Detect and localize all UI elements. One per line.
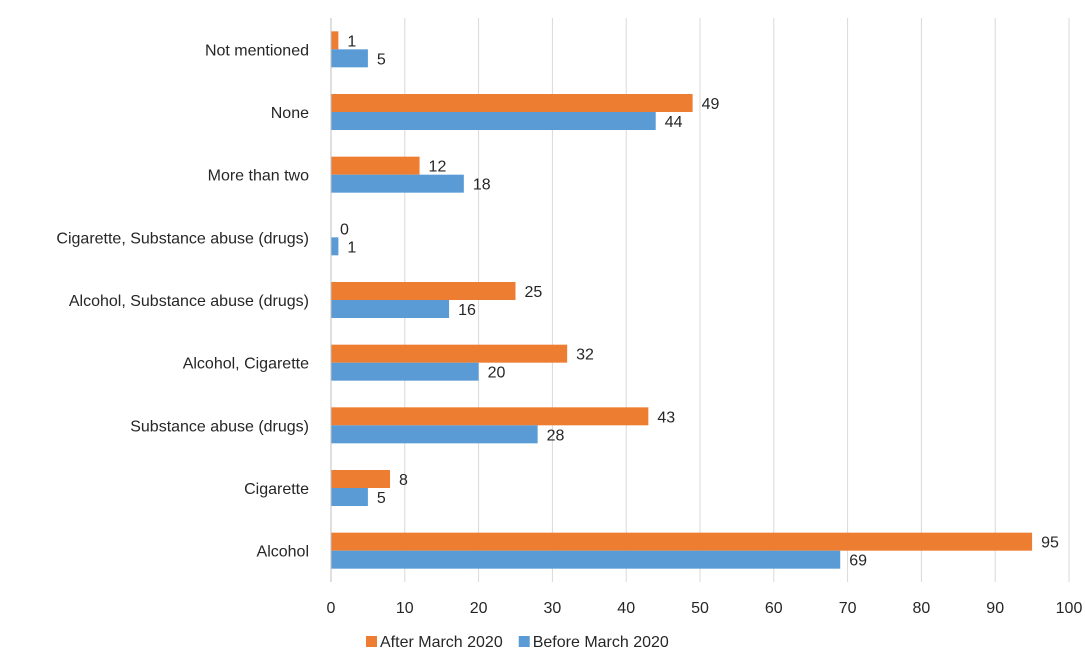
data-label-before: 5 (377, 51, 386, 68)
bar-before (331, 237, 339, 256)
data-label-before: 5 (377, 490, 386, 507)
bar-before (331, 112, 656, 130)
data-label-after: 43 (657, 409, 675, 426)
category-label: Not mentioned (205, 42, 309, 59)
bar-before (331, 362, 479, 381)
category-label: Cigarette (244, 481, 309, 498)
x-tick-label: 70 (839, 600, 857, 617)
data-label-before: 44 (665, 114, 683, 131)
bar-after (331, 156, 420, 175)
category-label: More than two (208, 168, 309, 185)
bar-before (331, 174, 464, 193)
data-label-after: 12 (429, 159, 447, 176)
bar-after (331, 94, 693, 112)
category-label: Alcohol, Substance abuse (drugs) (69, 293, 309, 310)
data-label-before: 69 (849, 553, 867, 570)
bar-after (331, 31, 339, 50)
bar-before (331, 300, 450, 318)
legend-label: Before March 2020 (533, 634, 669, 651)
x-tick-label: 30 (544, 600, 562, 617)
category-labels: Not mentioned None More than two Cigarette,… (56, 42, 309, 560)
x-tick-label: 80 (913, 600, 931, 617)
legend: After March 2020 Before March 2020 (366, 634, 669, 651)
legend-swatch (366, 636, 377, 647)
bar-after (331, 470, 391, 488)
category-label: None (271, 105, 309, 122)
category-label: Substance abuse (drugs) (130, 418, 309, 435)
bar-after (331, 532, 1033, 551)
legend-item-after: After March 2020 (366, 634, 503, 651)
data-label-after: 1 (347, 33, 356, 50)
data-label-after: 8 (399, 472, 408, 489)
data-label-after: 95 (1041, 535, 1059, 552)
bar-before (331, 49, 368, 68)
bar-before (331, 488, 368, 506)
legend-item-before: Before March 2020 (518, 634, 669, 651)
bar-before (331, 425, 538, 444)
data-label-after: 0 (340, 221, 349, 238)
x-tick-label: 20 (470, 600, 488, 617)
data-label-after: 49 (702, 96, 720, 113)
bars (331, 31, 1033, 569)
bar-after (331, 344, 568, 363)
data-label-before: 16 (458, 302, 476, 319)
bar-after (331, 282, 516, 300)
x-tick-label: 40 (617, 600, 635, 617)
x-tick-label: 50 (691, 600, 709, 617)
data-label-before: 20 (488, 365, 506, 382)
legend-label: After March 2020 (380, 634, 503, 651)
category-label: Cigarette, Substance abuse (drugs) (56, 230, 309, 247)
bar-before (331, 550, 841, 569)
data-label-before: 28 (547, 427, 565, 444)
data-label-after: 25 (525, 284, 543, 301)
x-tick-label: 60 (765, 600, 783, 617)
data-label-before: 18 (473, 177, 491, 194)
x-tick-label: 0 (327, 600, 336, 617)
x-tick-label: 90 (986, 600, 1004, 617)
x-tick-label: 100 (1056, 600, 1083, 617)
x-tick-label: 10 (396, 600, 414, 617)
category-label: Alcohol, Cigarette (183, 356, 309, 373)
category-label: Alcohol (257, 544, 309, 561)
bar-after (331, 407, 649, 426)
data-label-after: 32 (576, 347, 594, 364)
data-label-before: 1 (347, 239, 356, 256)
legend-swatch (518, 636, 530, 647)
x-tick-labels: 0 10 20 30 40 50 60 70 80 90 100 (327, 600, 1083, 617)
